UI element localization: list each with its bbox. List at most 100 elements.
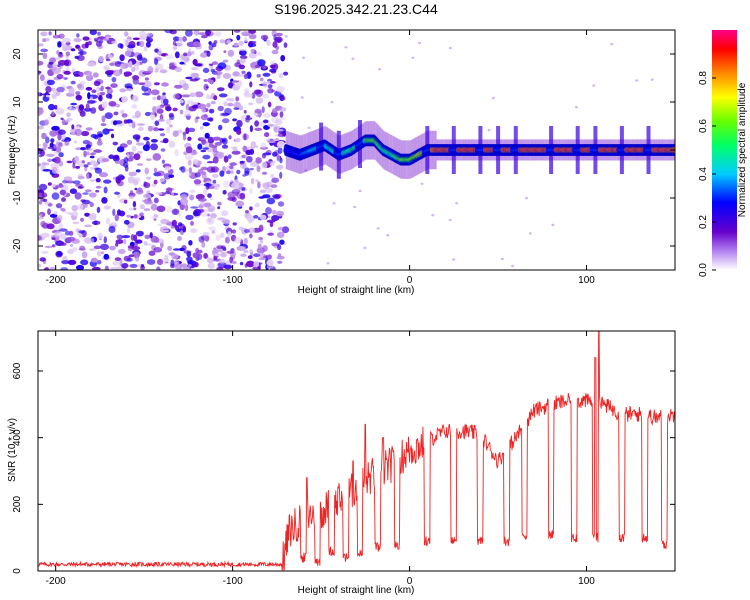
noise-blob — [109, 62, 115, 66]
noise-blob — [89, 30, 97, 36]
noise-blob — [115, 120, 123, 125]
noise-blob — [70, 102, 77, 106]
noise-blob — [123, 157, 129, 164]
y-tick-label: 20 — [12, 48, 23, 60]
noise-blob — [103, 38, 110, 41]
noise-blob — [217, 217, 226, 221]
noise-blob — [249, 81, 253, 88]
noise-blob — [80, 259, 89, 266]
noise-blob — [235, 96, 240, 102]
noise-speck — [455, 202, 459, 205]
noise-blob — [126, 139, 133, 145]
noise-blob — [60, 267, 69, 270]
noise-blob — [253, 253, 261, 258]
noise-blob — [173, 36, 180, 42]
noise-blob — [125, 39, 129, 48]
noise-blob — [68, 105, 73, 110]
noise-blob — [143, 182, 151, 189]
x-tick-label: 0 — [407, 275, 413, 286]
noise-blob — [143, 70, 153, 74]
noise-blob — [46, 223, 55, 230]
noise-blob — [249, 167, 254, 171]
noise-blob — [200, 149, 207, 153]
noise-blob — [152, 153, 162, 161]
noise-blob — [55, 184, 64, 188]
noise-blob — [194, 77, 201, 81]
noise-blob — [180, 197, 189, 206]
noise-blob — [66, 236, 76, 242]
noise-blob — [153, 247, 163, 253]
noise-blob — [186, 260, 194, 264]
noise-blob — [87, 62, 96, 67]
noise-blob — [160, 148, 166, 152]
noise-blob — [158, 118, 165, 122]
noise-blob — [223, 264, 233, 270]
noise-blob — [208, 63, 214, 66]
snr-ylabel: SNR (10 * v/v) — [7, 418, 18, 482]
noise-blob — [90, 107, 97, 114]
noise-blob — [60, 242, 67, 246]
noise-blob — [280, 96, 286, 101]
noise-blob — [48, 61, 54, 65]
noise-blob — [128, 171, 137, 177]
noise-blob — [44, 245, 53, 249]
noise-blob — [103, 186, 108, 194]
noise-blob — [51, 237, 56, 241]
noise-blob — [157, 223, 163, 227]
noise-blob — [158, 128, 165, 131]
noise-blob — [106, 87, 113, 95]
noise-blob — [192, 58, 198, 66]
noise-blob — [147, 125, 153, 132]
noise-blob — [119, 175, 126, 180]
noise-blob — [242, 145, 248, 152]
noise-blob — [253, 261, 260, 268]
noise-blob — [187, 159, 192, 166]
noise-blob — [135, 239, 143, 244]
noise-blob — [74, 128, 83, 137]
noise-blob — [154, 58, 159, 65]
noise-blob — [276, 129, 284, 132]
noise-blob — [240, 55, 248, 60]
noise-blob — [124, 31, 129, 37]
noise-blob — [70, 80, 76, 85]
noise-blob — [172, 93, 180, 100]
noise-blob — [74, 55, 80, 60]
noise-blob — [143, 45, 148, 52]
noise-blob — [226, 97, 235, 102]
noise-blob — [38, 43, 44, 47]
noise-blob — [88, 192, 97, 198]
noise-blob — [185, 204, 189, 212]
noise-blob — [223, 155, 229, 163]
noise-blob — [279, 239, 285, 245]
noise-blob — [216, 266, 224, 270]
noise-blob — [153, 179, 158, 185]
noise-blob — [207, 205, 216, 212]
noise-speck — [420, 182, 424, 185]
noise-blob — [47, 208, 51, 215]
noise-blob — [127, 227, 131, 234]
noise-blob — [200, 125, 204, 130]
noise-blob — [56, 73, 64, 80]
noise-blob — [267, 88, 274, 94]
noise-blob — [121, 113, 128, 118]
noise-blob — [265, 207, 272, 215]
noise-blob — [276, 154, 281, 162]
noise-speck — [386, 234, 390, 237]
noise-blob — [259, 214, 267, 220]
noise-speck — [448, 46, 452, 50]
noise-blob — [244, 37, 248, 43]
noise-blob — [75, 91, 81, 96]
noise-blob — [195, 116, 200, 120]
noise-blob — [101, 158, 110, 163]
noise-blob — [206, 50, 211, 57]
noise-blob — [226, 39, 231, 44]
noise-blob — [250, 48, 256, 54]
noise-blob — [243, 250, 249, 253]
noise-blob — [185, 127, 190, 135]
noise-blob — [179, 61, 185, 65]
noise-blob — [100, 85, 104, 92]
noise-blob — [138, 36, 148, 41]
noise-blob — [44, 37, 50, 42]
noise-blob — [230, 170, 234, 174]
noise-blob — [266, 259, 274, 267]
